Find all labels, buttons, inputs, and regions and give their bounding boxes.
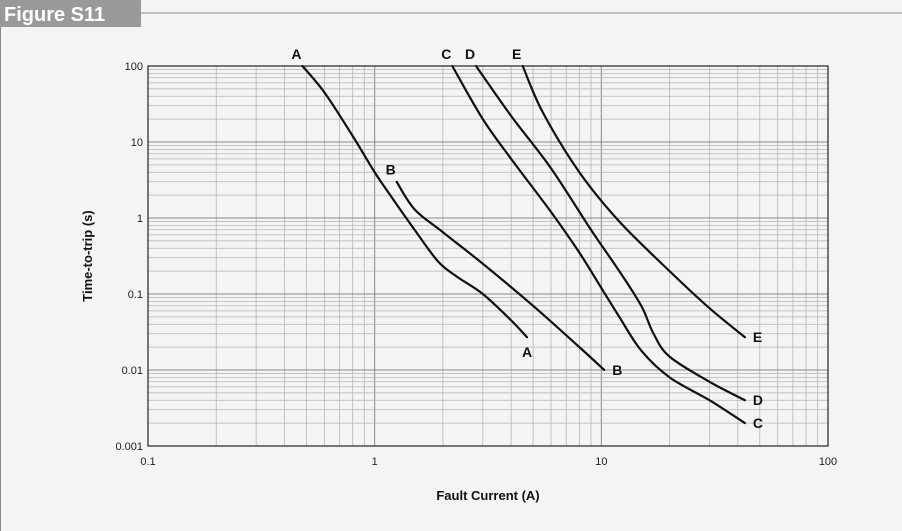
curve-e-end-label: E [753, 329, 762, 345]
curve-b-start-label: B [386, 162, 396, 178]
curve-e-start-label: E [512, 46, 521, 62]
x-tick-label: 1 [372, 456, 378, 468]
curve-c-end-label: C [753, 415, 763, 431]
curve-d-start-label: D [465, 46, 475, 62]
x-tick-labels: 0.1 1 10 100 [140, 456, 837, 468]
plot-frame [147, 65, 829, 447]
x-tick-label: 10 [595, 456, 607, 468]
curve-c-start-label: C [441, 46, 451, 62]
x-axis-label: Fault Current (A) [436, 488, 539, 503]
curve-a-end-label: A [522, 344, 532, 360]
x-tick-label: 100 [819, 456, 837, 468]
grid [147, 66, 828, 447]
curves [301, 64, 747, 425]
y-tick-label: 100 [125, 61, 143, 73]
y-tick-label: 1 [137, 213, 143, 225]
y-axis-label: Time-to-trip (s) [80, 210, 95, 301]
x-tick-label: 0.1 [140, 456, 155, 468]
curve-b-end-label: B [612, 362, 622, 378]
curve-d-end-label: D [753, 392, 763, 408]
y-tick-label: 0.01 [122, 365, 143, 377]
curve-a-start-label: A [291, 46, 301, 62]
curve-e [521, 64, 747, 339]
y-tick-label: 0.001 [115, 441, 143, 453]
curve-d [474, 64, 747, 402]
y-tick-labels: 0.001 0.01 0.1 1 10 100 [115, 61, 143, 453]
curve-b [395, 180, 606, 372]
figure-label: Figure S11 [0, 0, 141, 27]
y-tick-label: 0.1 [128, 289, 143, 301]
curve-c [451, 64, 747, 425]
y-tick-label: 10 [131, 137, 143, 149]
curve-a [301, 64, 529, 339]
